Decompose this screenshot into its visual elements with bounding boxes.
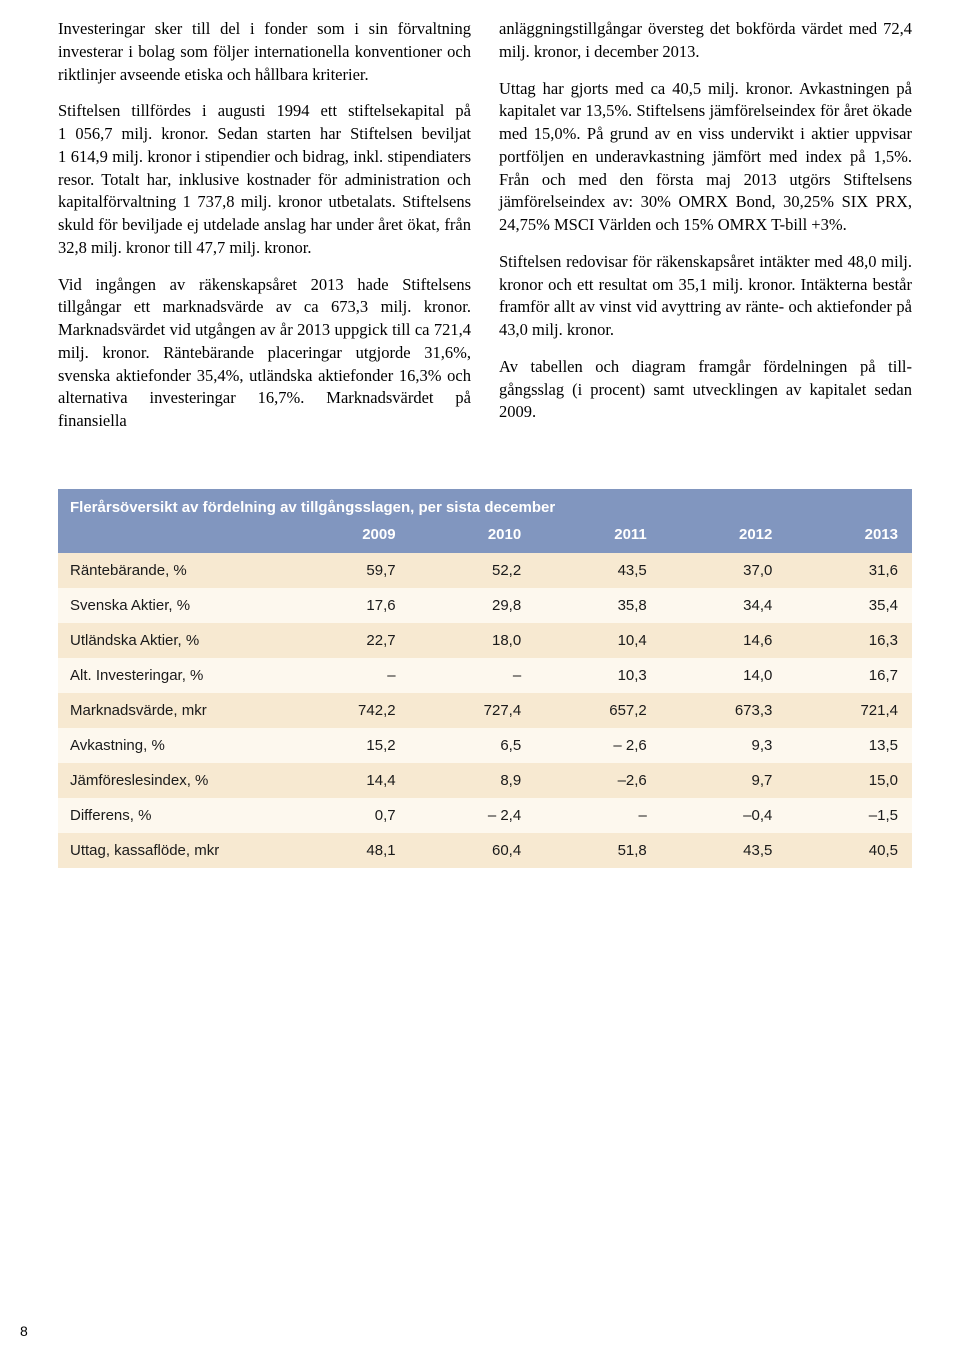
cell: 673,3 [661,693,787,728]
row-label: Differens, % [58,798,284,833]
table-col-year: 2011 [535,520,661,553]
table-row: Marknadsvärde, mkr742,2727,4657,2673,372… [58,693,912,728]
cell: 34,4 [661,588,787,623]
cell: 43,5 [661,833,787,868]
cell: 18,0 [410,623,536,658]
row-label: Utländska Aktier, % [58,623,284,658]
table-row: Alt. Investeringar, %––10,314,016,7 [58,658,912,693]
cell: –2,6 [535,763,661,798]
table-row: Avkastning, %15,26,5– 2,69,313,5 [58,728,912,763]
cell: 40,5 [786,833,912,868]
table-row: Räntebärande, %59,752,243,537,031,6 [58,553,912,588]
cell: 52,2 [410,553,536,588]
cell: 16,3 [786,623,912,658]
table-year-row: 2009 2010 2011 2012 2013 [58,520,912,553]
row-label: Uttag, kassaflöde, mkr [58,833,284,868]
cell: 59,7 [284,553,410,588]
cell: 22,7 [284,623,410,658]
cell: 60,4 [410,833,536,868]
paragraph: Stiftelsen tillfördes i augusti 1994 ett… [58,100,471,259]
cell: – [410,658,536,693]
cell: 48,1 [284,833,410,868]
cell: –1,5 [786,798,912,833]
table-body: Räntebärande, %59,752,243,537,031,6Svens… [58,553,912,868]
table-row: Uttag, kassaflöde, mkr48,160,451,843,540… [58,833,912,868]
cell: 13,5 [786,728,912,763]
cell: 35,8 [535,588,661,623]
cell: 10,4 [535,623,661,658]
cell: 51,8 [535,833,661,868]
paragraph: anläggningstillgångar översteg det bokfö… [499,18,912,64]
cell: 721,4 [786,693,912,728]
cell: 14,0 [661,658,787,693]
cell: 727,4 [410,693,536,728]
cell: 0,7 [284,798,410,833]
text-columns: Investeringar sker till del i fonder som… [58,18,912,447]
row-label: Marknadsvärde, mkr [58,693,284,728]
cell: – 2,6 [535,728,661,763]
table-col-year: 2012 [661,520,787,553]
cell: –0,4 [661,798,787,833]
cell: 6,5 [410,728,536,763]
page-number: 8 [20,1323,28,1339]
paragraph: Stiftelsen redovisar för räkenskapsåret … [499,251,912,342]
right-column: anläggningstillgångar översteg det bokfö… [499,18,912,447]
table-col-year: 2013 [786,520,912,553]
table-col-label [58,520,284,553]
cell: 35,4 [786,588,912,623]
cell: 742,2 [284,693,410,728]
cell: 15,0 [786,763,912,798]
paragraph: Av tabellen och diagram framgår fördelni… [499,356,912,424]
cell: 8,9 [410,763,536,798]
cell: 16,7 [786,658,912,693]
cell: 9,3 [661,728,787,763]
cell: 15,2 [284,728,410,763]
table-row: Jämföreslesindex, %14,48,9–2,69,715,0 [58,763,912,798]
row-label: Räntebärande, % [58,553,284,588]
row-label: Svenska Aktier, % [58,588,284,623]
cell: 9,7 [661,763,787,798]
data-table: Flerårsöversikt av fördelning av tillgån… [58,489,912,868]
table-head: Flerårsöversikt av fördelning av tillgån… [58,489,912,553]
cell: 37,0 [661,553,787,588]
page: Investeringar sker till del i fonder som… [0,0,960,1359]
paragraph: Vid ingången av räkenskapsåret 2013 hade… [58,274,471,433]
cell: 14,6 [661,623,787,658]
row-label: Alt. Investeringar, % [58,658,284,693]
left-column: Investeringar sker till del i fonder som… [58,18,471,447]
table-row: Utländska Aktier, %22,718,010,414,616,3 [58,623,912,658]
cell: 31,6 [786,553,912,588]
cell: – [535,798,661,833]
table-row: Svenska Aktier, %17,629,835,834,435,4 [58,588,912,623]
table-title: Flerårsöversikt av fördelning av tillgån… [58,489,912,520]
row-label: Jämföreslesindex, % [58,763,284,798]
cell: 657,2 [535,693,661,728]
table-col-year: 2010 [410,520,536,553]
cell: – 2,4 [410,798,536,833]
cell: 14,4 [284,763,410,798]
data-table-wrap: Flerårsöversikt av fördelning av tillgån… [58,489,912,868]
paragraph: Uttag har gjorts med ca 40,5 milj. krono… [499,78,912,237]
paragraph: Investeringar sker till del i fonder som… [58,18,471,86]
cell: 10,3 [535,658,661,693]
table-col-year: 2009 [284,520,410,553]
row-label: Avkastning, % [58,728,284,763]
cell: 43,5 [535,553,661,588]
cell: 17,6 [284,588,410,623]
cell: 29,8 [410,588,536,623]
table-title-row: Flerårsöversikt av fördelning av tillgån… [58,489,912,520]
table-row: Differens, %0,7– 2,4––0,4–1,5 [58,798,912,833]
cell: – [284,658,410,693]
